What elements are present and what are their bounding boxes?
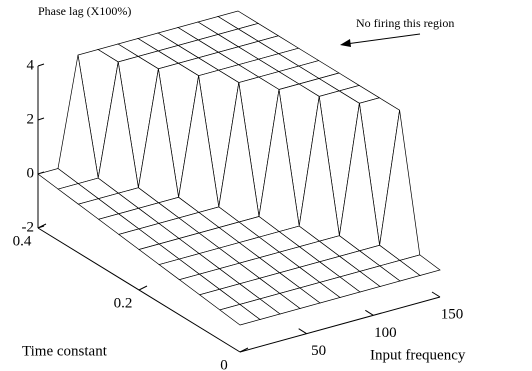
arrow-head xyxy=(340,39,351,47)
x-tick-label: 100 xyxy=(374,325,397,341)
x-tick-label: 150 xyxy=(441,306,464,322)
z-tick-label: 4 xyxy=(27,57,35,73)
y-axis-label: Time constant xyxy=(22,343,108,359)
z-tick xyxy=(37,63,45,67)
z-tick-label: -2 xyxy=(22,219,35,235)
x-tick-label: 50 xyxy=(311,343,326,359)
z-axis-label: Phase lag (X100%) xyxy=(38,4,131,18)
x-tick xyxy=(431,291,441,298)
x-axis xyxy=(239,296,441,353)
annotation-arrow xyxy=(345,33,421,45)
z-tick-label: 0 xyxy=(27,165,35,181)
y-tick xyxy=(138,285,148,291)
z-tick xyxy=(37,117,45,121)
y-tick-label: 0 xyxy=(220,357,228,371)
annotation: No firing this region xyxy=(356,16,454,30)
y-tick-label: 0.4 xyxy=(13,233,32,249)
y-tick xyxy=(37,223,47,229)
z-tick-label: 2 xyxy=(27,111,35,127)
x-axis-label: Input frequency xyxy=(370,347,466,363)
y-tick-label: 0.2 xyxy=(114,295,133,311)
x-tick xyxy=(365,309,374,316)
surface-cell xyxy=(219,304,261,326)
x-tick xyxy=(298,328,307,335)
